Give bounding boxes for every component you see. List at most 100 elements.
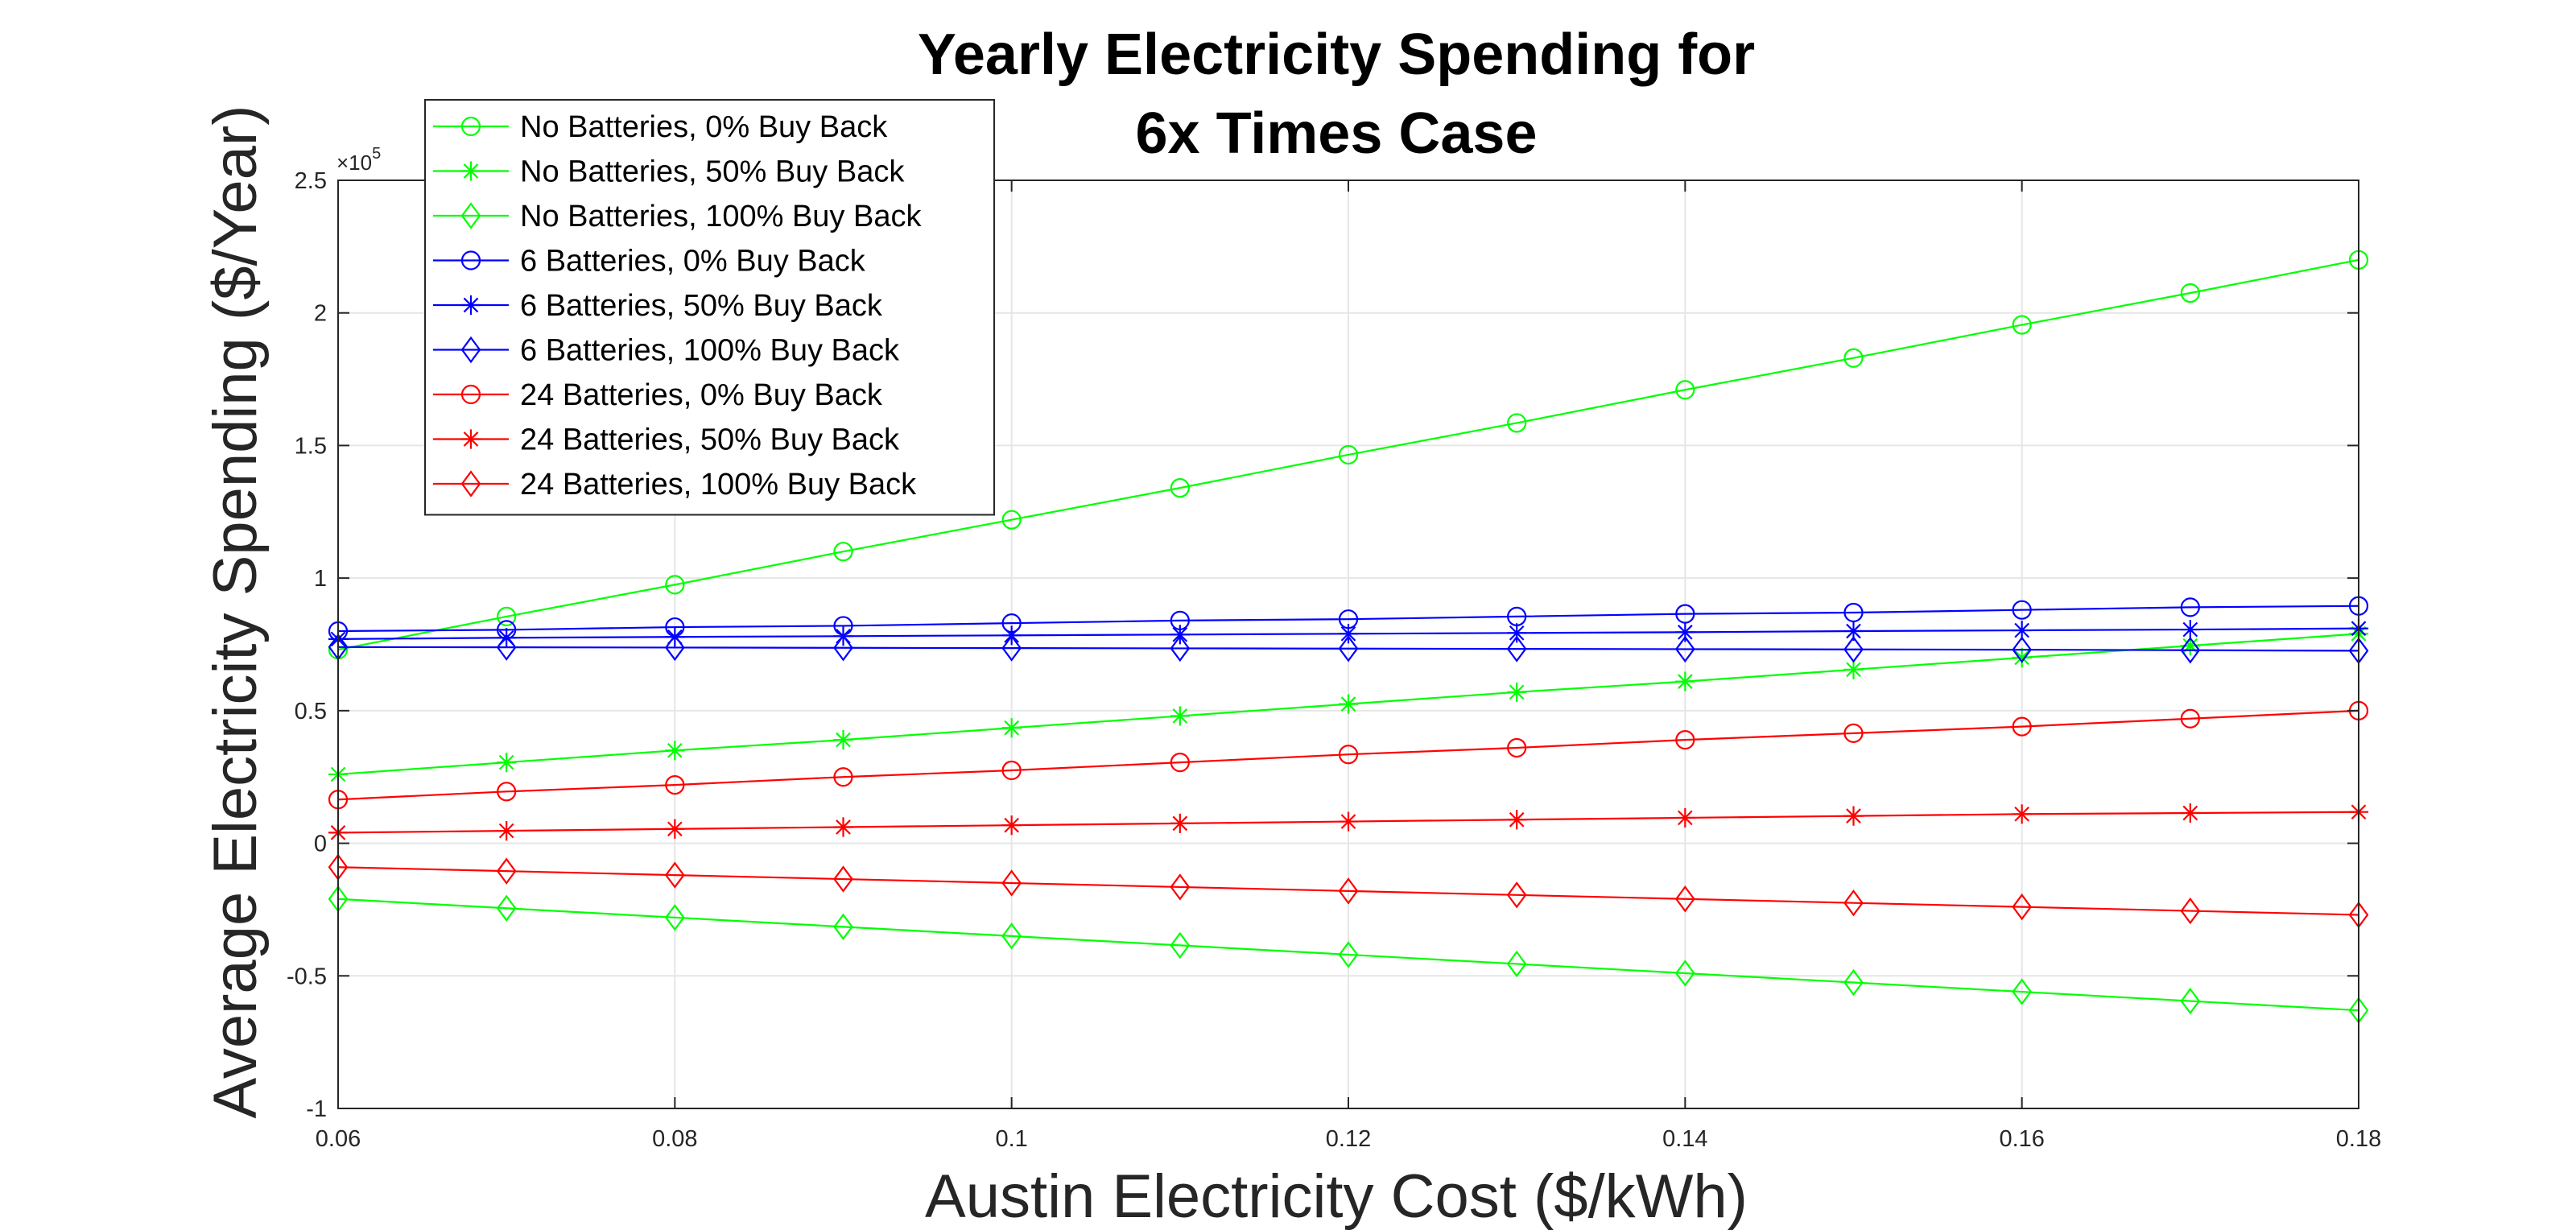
data-point — [2180, 597, 2200, 617]
data-point — [1843, 968, 1864, 997]
y-tick-label: 2 — [314, 301, 327, 327]
legend: No Batteries, 0% Buy Back No Batteries, 5… — [424, 99, 995, 516]
plot-series — [328, 250, 2369, 1024]
data-point — [496, 857, 517, 885]
data-point — [1001, 869, 1022, 897]
data-point — [1507, 737, 1527, 758]
legend-label: 24 Batteries, 0% Buy Back — [520, 378, 883, 412]
data-point — [496, 894, 517, 922]
y-tick-label: 1 — [314, 566, 327, 592]
data-point — [497, 752, 517, 773]
data-point — [497, 606, 517, 627]
data-point — [1506, 950, 1527, 978]
y-tick-label: 2.5 — [295, 168, 327, 194]
data-point — [1338, 694, 1359, 714]
data-point — [1170, 625, 1190, 645]
data-point — [1338, 624, 1359, 644]
y-exponent-base: ×10 — [336, 151, 372, 175]
y-tick-label: 1.5 — [295, 433, 327, 459]
data-point — [833, 865, 853, 893]
data-point — [497, 820, 517, 841]
legend-label: No Batteries, 100% Buy Back — [520, 200, 922, 233]
legend-entry: 24 Batteries, 0% Buy Back — [433, 378, 883, 412]
data-point — [1843, 889, 1864, 917]
data-point — [1507, 682, 1527, 702]
data-point — [664, 861, 685, 889]
data-point — [1675, 729, 1695, 750]
data-point — [1675, 622, 1695, 642]
legend-marker — [460, 202, 481, 229]
data-point — [2012, 620, 2032, 641]
data-point — [1338, 877, 1359, 905]
data-point — [1170, 478, 1190, 498]
data-point — [2012, 804, 2032, 824]
data-point — [496, 634, 517, 661]
data-point — [1001, 922, 1022, 950]
data-point — [1170, 706, 1190, 726]
legend-entry: No Batteries, 50% Buy Back — [433, 155, 905, 189]
data-point — [1170, 931, 1191, 960]
y-tick-label: 0 — [314, 832, 327, 857]
data-point — [1170, 752, 1190, 773]
series-7 — [328, 700, 2369, 810]
axes: 0.06 0.08 0.1 0.12 0.14 0.16 0.18 -1 -0.5 0 0.5 1 1.… — [287, 168, 2381, 1152]
legend-label: 24 Batteries, 100% Buy Back — [520, 468, 917, 501]
data-point — [1675, 380, 1695, 400]
y-axis-label: Average Electricity Spending ($/Year) — [201, 105, 270, 1119]
legend-label: 24 Batteries, 50% Buy Back — [520, 423, 900, 457]
legend-label: 6 Batteries, 100% Buy Back — [520, 334, 900, 368]
data-point — [2012, 647, 2032, 668]
data-point — [833, 634, 853, 662]
legend-marker — [460, 429, 481, 449]
legend-label: 6 Batteries, 0% Buy Back — [520, 245, 866, 279]
data-point — [1001, 634, 1022, 662]
x-tick-label: 0.12 — [1326, 1126, 1371, 1152]
legend-entry: 6 Batteries, 50% Buy Back — [433, 289, 883, 323]
data-point — [1843, 621, 1864, 642]
legend-marker — [460, 250, 481, 270]
data-point — [1843, 659, 1864, 679]
legend-label: 6 Batteries, 50% Buy Back — [520, 289, 883, 323]
series-line — [337, 646, 2359, 652]
data-point — [665, 774, 685, 795]
data-point — [2180, 803, 2200, 823]
data-point — [1170, 873, 1191, 901]
data-point — [664, 904, 685, 931]
data-point — [1001, 718, 1022, 738]
chart-title-line-2: 6x Times Case — [1135, 101, 1537, 166]
x-tick-label: 0.18 — [2336, 1126, 2381, 1152]
data-point — [2012, 716, 2032, 737]
data-point — [1843, 723, 1864, 743]
data-point — [1001, 510, 1022, 530]
x-tick-label: 0.16 — [1999, 1126, 2044, 1152]
data-point — [2180, 283, 2200, 303]
legend-marker — [460, 470, 481, 497]
y-tick-label: -1 — [306, 1096, 327, 1122]
legend-marker — [460, 295, 481, 316]
legend-box — [424, 99, 995, 516]
data-point — [2012, 315, 2032, 335]
y-tick-label: 0.5 — [295, 699, 327, 724]
data-point — [1338, 444, 1359, 465]
legend-label: No Batteries, 0% Buy Back — [520, 110, 888, 144]
data-point — [2012, 600, 2032, 620]
x-tick-label: 0.06 — [316, 1126, 361, 1152]
data-point — [2180, 708, 2200, 729]
data-point — [497, 782, 517, 802]
data-point — [1338, 811, 1359, 832]
x-tick-label: 0.1 — [996, 1126, 1028, 1152]
data-point — [665, 575, 685, 595]
legend-marker — [460, 384, 481, 405]
data-point — [1674, 885, 1695, 913]
legend-entry: 6 Batteries, 100% Buy Back — [433, 334, 900, 368]
data-point — [2180, 987, 2201, 1015]
series-line — [337, 605, 2359, 633]
data-point — [1675, 671, 1695, 691]
series-line — [337, 898, 2359, 1012]
data-point — [1338, 941, 1359, 968]
plot-frame — [337, 180, 2359, 1109]
legend-marker — [460, 116, 481, 137]
legend-entry: No Batteries, 0% Buy Back — [433, 110, 888, 144]
y-exponent-power: 5 — [372, 145, 381, 163]
data-point — [1338, 635, 1359, 662]
